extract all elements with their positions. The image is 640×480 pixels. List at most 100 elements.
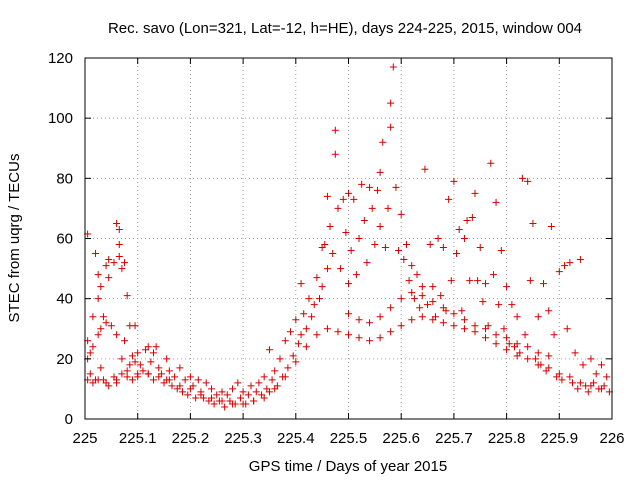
data-point — [144, 370, 152, 378]
data-point — [121, 337, 129, 345]
y-tick-label: 120 — [48, 50, 73, 67]
data-point — [197, 391, 205, 399]
data-point — [505, 340, 513, 348]
data-point — [500, 325, 508, 333]
data-point — [107, 322, 115, 330]
data-point — [234, 379, 242, 387]
data-point — [302, 325, 310, 333]
data-point — [113, 219, 121, 227]
data-point — [508, 301, 516, 309]
data-point — [250, 397, 258, 405]
data-point — [603, 373, 611, 381]
data-point — [178, 388, 186, 396]
data-point — [434, 235, 442, 242]
data-point — [218, 388, 226, 396]
data-point — [247, 382, 255, 390]
x-tick-label: 225.1 — [119, 430, 157, 447]
data-point — [513, 352, 521, 360]
data-point — [387, 99, 395, 107]
data-point — [576, 256, 584, 264]
data-point — [139, 367, 147, 375]
x-tick-label: 225.2 — [172, 430, 210, 447]
data-point — [482, 334, 490, 342]
data-point — [355, 235, 363, 242]
data-point — [534, 349, 542, 357]
data-point — [115, 225, 123, 233]
data-point — [421, 165, 429, 173]
grid — [85, 58, 612, 419]
data-point — [521, 331, 529, 339]
data-point — [355, 334, 363, 342]
data-point — [524, 355, 532, 363]
data-point — [439, 319, 447, 327]
data-point — [134, 373, 142, 381]
data-point — [418, 313, 426, 321]
data-point — [397, 210, 405, 218]
data-point — [323, 192, 331, 200]
data-point — [534, 361, 542, 369]
data-point — [118, 355, 126, 363]
data-point — [131, 358, 139, 366]
data-point — [94, 331, 102, 339]
data-point — [395, 247, 403, 255]
data-point — [331, 150, 339, 158]
data-point — [479, 298, 487, 306]
data-point — [402, 241, 410, 249]
data-point — [310, 301, 318, 309]
data-point — [400, 256, 408, 264]
data-point — [292, 316, 300, 324]
data-point — [89, 343, 97, 351]
chart-title: Rec. savo (Lon=321, Lat=-12, h=HE), days… — [108, 20, 582, 37]
data-point — [384, 204, 392, 212]
data-point — [376, 168, 384, 176]
data-point — [495, 301, 503, 309]
data-point — [366, 337, 374, 345]
data-point — [566, 259, 574, 267]
data-point — [105, 256, 113, 264]
data-point — [323, 325, 331, 333]
data-point — [121, 259, 129, 267]
data-point — [334, 328, 342, 336]
data-point — [128, 352, 136, 360]
y-tick-label: 40 — [56, 291, 73, 308]
data-point — [563, 325, 571, 333]
x-tick-label: 225 — [72, 430, 97, 447]
data-point — [176, 364, 184, 372]
data-point — [342, 228, 350, 236]
data-point — [360, 216, 368, 224]
data-point — [297, 280, 305, 288]
data-point — [202, 379, 210, 387]
data-point — [99, 313, 107, 321]
data-point — [218, 397, 226, 405]
data-point — [418, 283, 426, 291]
data-point — [210, 400, 218, 408]
data-point — [110, 259, 118, 267]
data-point — [366, 183, 374, 191]
data-point — [418, 292, 426, 300]
data-point — [289, 352, 297, 360]
data-point — [487, 159, 495, 167]
data-point — [221, 403, 229, 411]
data-point — [592, 370, 600, 378]
data-point — [474, 277, 482, 285]
data-point — [518, 174, 526, 182]
x-tick-label: 225.6 — [382, 430, 420, 447]
data-point — [186, 385, 194, 393]
data-point — [155, 373, 163, 381]
data-point — [331, 126, 339, 134]
data-point — [300, 310, 308, 318]
data-point — [387, 304, 395, 312]
data-point — [492, 340, 500, 348]
data-point — [503, 334, 511, 342]
y-tick-label: 60 — [56, 231, 73, 248]
data-point — [387, 123, 395, 131]
data-point — [252, 388, 260, 396]
data-point — [123, 373, 131, 381]
data-point — [337, 265, 345, 273]
data-point — [171, 373, 179, 381]
data-point — [229, 385, 237, 393]
data-point — [476, 244, 484, 252]
data-point — [294, 340, 302, 348]
y-tick-label: 80 — [56, 170, 73, 187]
